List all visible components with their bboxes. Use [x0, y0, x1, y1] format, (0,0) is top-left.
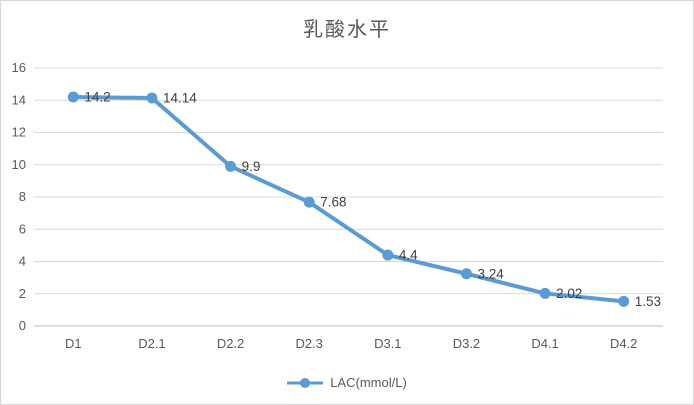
y-tick-label: 6: [19, 221, 26, 236]
legend-series-label: LAC(mmol/L): [330, 375, 407, 390]
chart-title: 乳酸水平: [303, 19, 391, 41]
legend-line-marker-icon: [287, 377, 324, 388]
x-tick-label: D3.2: [453, 336, 480, 351]
x-tick-label: D4.1: [531, 336, 558, 351]
data-point-label: 3.24: [477, 266, 504, 281]
y-tick-label: 16: [12, 60, 26, 75]
data-point-marker: [146, 92, 158, 104]
data-point-label: 1.53: [635, 294, 661, 309]
data-point-marker: [539, 287, 551, 299]
data-point-label: 9.9: [242, 159, 261, 174]
legend: LAC(mmol/L): [1, 375, 693, 390]
data-point-label: 4.4: [399, 248, 418, 263]
y-tick-label: 2: [19, 286, 26, 301]
data-point-label: 2.02: [556, 286, 582, 301]
data-point-marker: [618, 295, 630, 307]
series-line: [71, 95, 626, 304]
plot-area: 0 2 4 6 8 10 12 14 16 D1 D2.1 D2.2 D2.3 D3.1 D3.2 D4.1 D…: [12, 60, 663, 351]
data-point-marker: [382, 249, 394, 261]
y-tick-label: 8: [19, 189, 26, 204]
data-point-label: 7.68: [320, 195, 346, 210]
data-point-label: 14.14: [163, 90, 197, 105]
y-tick-label: 4: [19, 254, 26, 269]
x-tick-label: D3.1: [374, 336, 401, 351]
data-point-marker: [67, 91, 79, 103]
x-tick-label: D2.3: [295, 336, 322, 351]
y-tick-label: 12: [12, 125, 26, 140]
x-tick-label: D2.1: [138, 336, 165, 351]
y-tick-label: 0: [19, 318, 26, 333]
x-tick-label: D1: [65, 336, 82, 351]
data-point-marker: [225, 160, 237, 172]
data-point-marker: [460, 268, 472, 280]
y-tick-label: 10: [12, 157, 26, 172]
data-point-marker: [303, 196, 315, 208]
y-tick-label: 14: [12, 92, 26, 107]
data-point-label: 14.2: [84, 90, 110, 105]
x-tick-label: D4.2: [610, 336, 637, 351]
x-tick-label: D2.2: [217, 336, 244, 351]
